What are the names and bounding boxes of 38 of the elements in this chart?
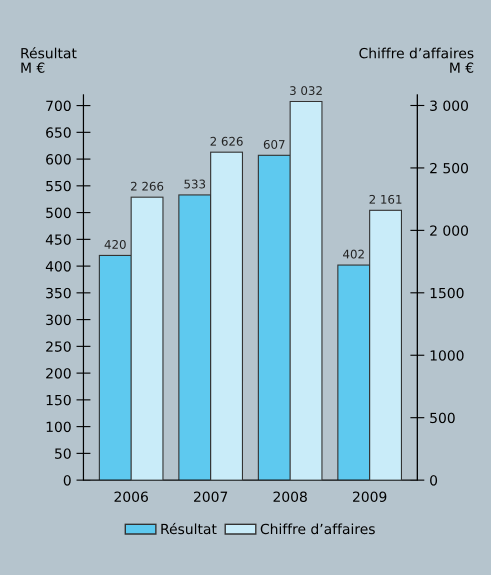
y-tick-label: 450 — [46, 234, 71, 245]
y2-tick-label: 2 000 — [430, 225, 468, 236]
legend-label: Chiffre d’affaires — [260, 523, 375, 534]
y-tick-label: 250 — [46, 341, 71, 352]
y-tick-label: 300 — [46, 314, 71, 326]
data-label: 3 032 — [290, 86, 322, 96]
x-tick-label: 2008 — [274, 491, 307, 502]
y-tick-label: 50 — [55, 448, 71, 459]
y-axis-title: Résultat M € — [21, 47, 77, 73]
y-tick-label: 650 — [46, 127, 71, 138]
y-tick-label: 500 — [46, 208, 71, 218]
data-label: 2 266 — [131, 182, 164, 191]
y2-tick-label: 500 — [430, 412, 455, 424]
y-tick-label: 700 — [46, 100, 71, 112]
y-tick-label: 150 — [46, 394, 71, 406]
y2-tick-label: 2 500 — [430, 162, 468, 174]
y-tick-label: 0 — [64, 475, 71, 486]
y2-tick-label: 1000 — [430, 350, 464, 361]
y2-axis-title: Chiffre d’affaires M € — [359, 48, 474, 73]
data-label: 607 — [264, 140, 285, 149]
y2-tick-label: 0 — [430, 475, 438, 486]
x-tick-label: 2007 — [194, 491, 228, 502]
x-tick-label: 2006 — [114, 491, 148, 502]
y-tick-label: 600 — [46, 154, 71, 165]
y2-tick-label: 3 000 — [430, 100, 468, 111]
y-tick-label: 400 — [46, 261, 71, 272]
data-label: 420 — [104, 240, 126, 249]
y2-tick-label: 1500 — [430, 288, 464, 298]
data-label: 402 — [343, 250, 364, 259]
y-tick-label: 100 — [46, 422, 71, 432]
data-label: 533 — [184, 180, 206, 188]
data-label: 2 626 — [210, 136, 243, 146]
data-label: 2 161 — [370, 194, 402, 204]
y-tick-label: 550 — [46, 180, 71, 192]
legend-label: Résultat — [161, 522, 217, 534]
y-tick-label: 350 — [46, 288, 71, 298]
x-tick-label: 2009 — [352, 491, 386, 502]
y-tick-label: 200 — [46, 368, 71, 379]
